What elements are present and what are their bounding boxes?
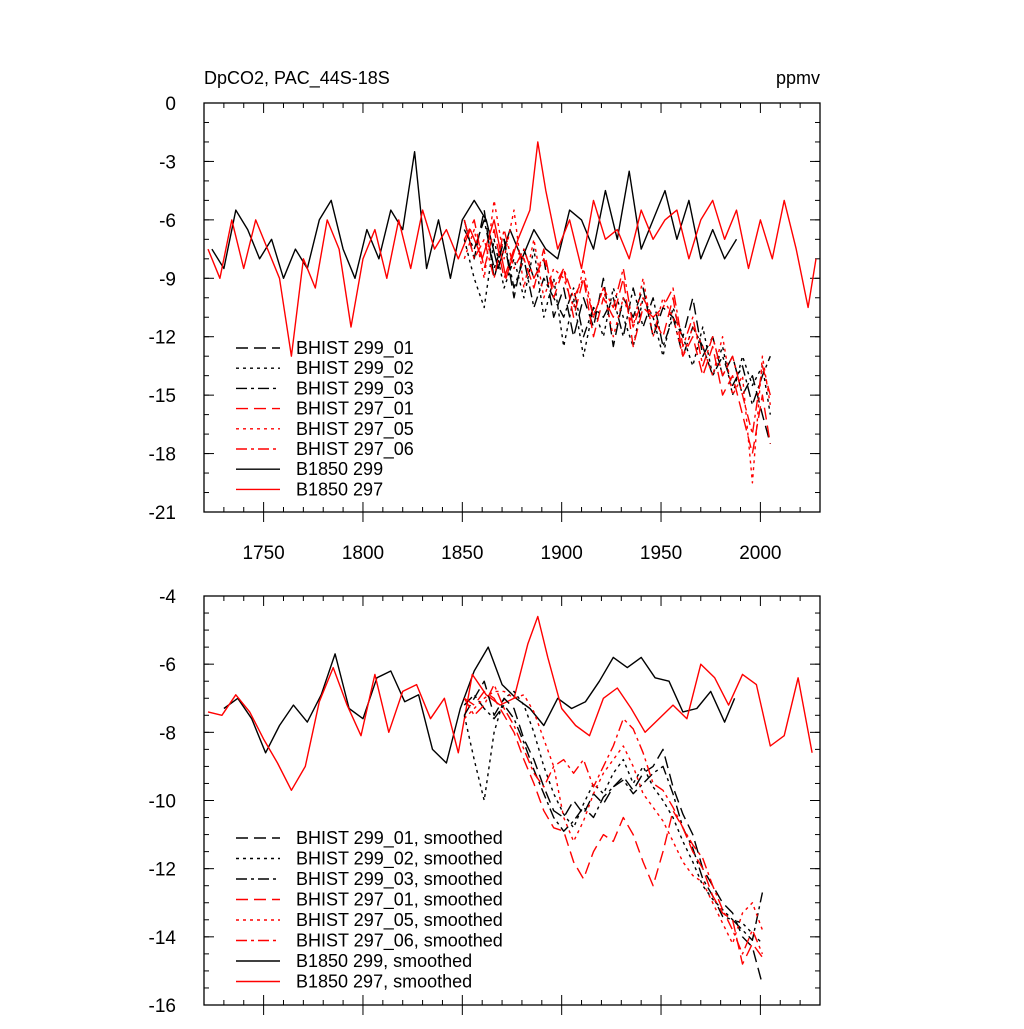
legend-label: BHIST 297_01, smoothed [296, 890, 503, 911]
legend-label: BHIST 297_06, smoothed [296, 931, 503, 952]
x-tick-label: 1900 [541, 543, 583, 564]
legend-label: BHIST 299_01 [296, 338, 414, 359]
top-panel-title: DpCO2, PAC_44S-18S [204, 68, 390, 89]
legend-label: B1850 299 [296, 459, 383, 479]
legend-label: B1850 297 [296, 479, 383, 499]
legend-label: BHIST 299_01, smoothed [296, 828, 503, 849]
y-tick-label: -12 [149, 860, 176, 881]
x-tick-label: 1950 [640, 543, 682, 564]
top-panel-units: ppmv [776, 68, 820, 88]
y-tick-label: -15 [149, 386, 176, 407]
series-line-b1850-299-smoothed [223, 646, 736, 764]
series-line-bhist-297-05 [463, 199, 771, 484]
x-tick-label: 2000 [739, 543, 781, 564]
series-line-bhist-299-01 [463, 209, 771, 444]
legend-label: BHIST 299_03, smoothed [296, 869, 503, 890]
series-line-bhist-299-01-smoothed [463, 680, 764, 985]
bottom-axes: -4 -6 -8 -10 -12 -14 -16 [149, 587, 820, 1017]
y-tick-label: -21 [149, 503, 176, 524]
bottom-plot-frame [203, 595, 821, 1006]
y-tick-label: -16 [149, 996, 176, 1017]
y-tick-label: -12 [149, 328, 176, 349]
legend-label: B1850 299, smoothed [296, 951, 472, 971]
x-tick-label: 1850 [441, 543, 483, 564]
series-line-b1850-297-smoothed [207, 615, 813, 791]
legend-label: BHIST 299_03 [296, 378, 414, 399]
series-line-b1850-297 [207, 141, 817, 357]
y-tick-label: -18 [149, 445, 176, 466]
top-panel: DpCO2, PAC_44S-18S ppmv 1750 1800 1850 1900… [149, 68, 821, 564]
legend-label: BHIST 297_05, smoothed [296, 910, 503, 931]
x-tick-label: 1750 [242, 543, 284, 564]
top-series [207, 141, 817, 484]
series-line-bhist-297-01-smoothed [463, 690, 763, 965]
y-tick-label: -8 [159, 723, 176, 744]
legend-label: BHIST 297_05 [296, 419, 414, 440]
top-plot-frame [203, 102, 821, 513]
legend-label: B1850 297, smoothed [296, 972, 472, 992]
y-tick-label: 0 [165, 94, 176, 115]
bottom-series [207, 615, 813, 985]
y-tick-label: -14 [149, 928, 177, 949]
y-tick-label: -6 [159, 655, 176, 676]
series-line-bhist-297-05-smoothed [463, 690, 764, 945]
legend-label: BHIST 297_06 [296, 439, 414, 460]
legend-label: BHIST 299_02, smoothed [296, 849, 503, 870]
series-line-bhist-299-02 [463, 238, 771, 415]
series-line-bhist-299-03-smoothed [463, 694, 764, 941]
y-tick-label: -10 [149, 792, 176, 813]
y-tick-label: -4 [159, 587, 176, 608]
y-tick-label: -9 [159, 269, 176, 290]
series-line-bhist-299-02-smoothed [463, 690, 763, 945]
series-line-bhist-299-03 [463, 219, 771, 406]
series-line-bhist-297-06-smoothed [463, 683, 764, 955]
bottom-panel: -4 -6 -8 -10 -12 -14 -16 BHIST 299_01, smoothe… [149, 587, 821, 1017]
y-tick-label: -6 [159, 211, 176, 232]
series-line-bhist-297-06 [463, 219, 771, 435]
legend-label: BHIST 297_01 [296, 399, 414, 420]
top-axes: 1750 1800 1850 1900 1950 2000 0 -3 -6 -9 -12 -15 -18… [149, 94, 820, 564]
y-tick-label: -3 [159, 152, 176, 173]
legend-label: BHIST 299_02 [296, 358, 414, 379]
x-tick-label: 1800 [342, 543, 384, 564]
